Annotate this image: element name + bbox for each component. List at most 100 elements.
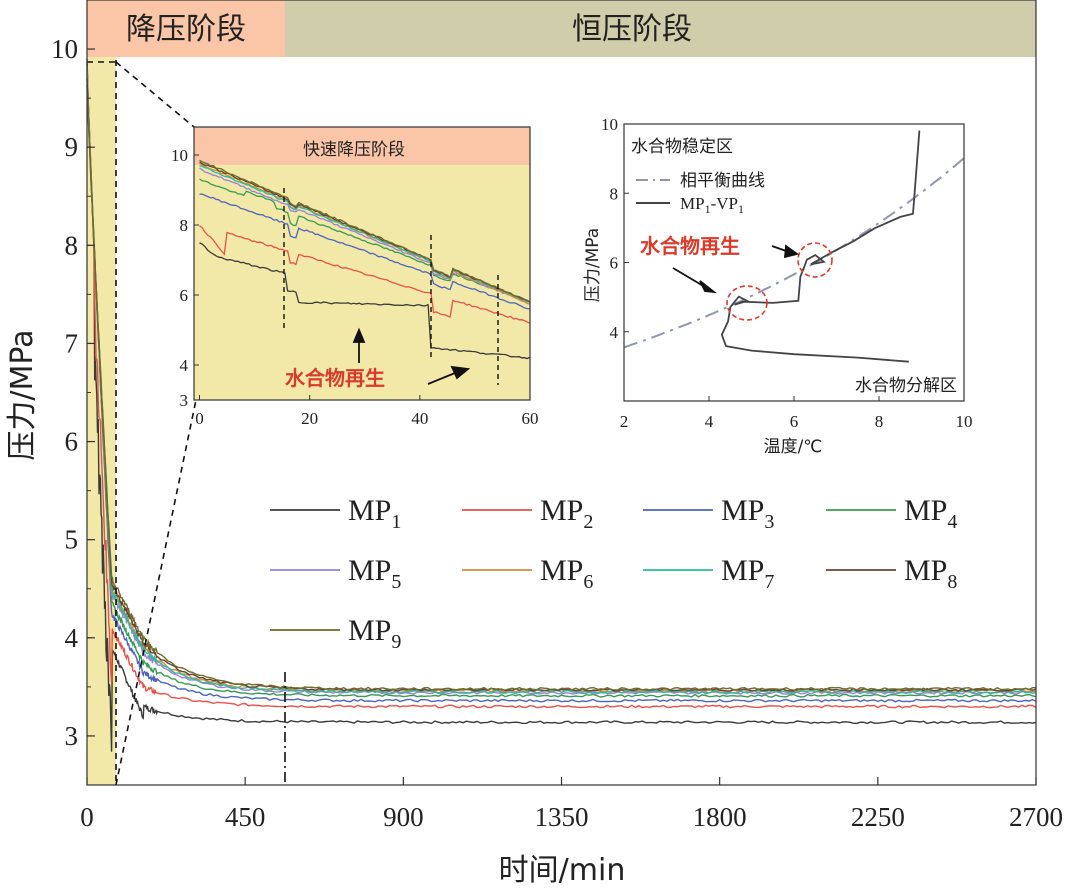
phase-const-bar bbox=[285, 0, 1036, 57]
main-xtick-label: 0 bbox=[80, 802, 94, 832]
main-ytick-label: 8 bbox=[65, 230, 79, 260]
arrow-up-head bbox=[352, 327, 366, 343]
inset-left-xtick-label: 60 bbox=[522, 409, 539, 428]
legend-label-mp3: MP3 bbox=[721, 494, 774, 533]
inset-left-title-bar bbox=[194, 127, 530, 165]
inset-right-xtick-label: 10 bbox=[956, 412, 973, 431]
inset-right-ytick-label: 4 bbox=[610, 323, 619, 342]
legend-mp-label: MP1-VP1 bbox=[680, 194, 744, 216]
phase-depress-bar bbox=[87, 0, 285, 57]
inset-left-ytick-label: 4 bbox=[180, 356, 189, 375]
legend-label-mp9: MP9 bbox=[348, 614, 401, 653]
inset-right-region-bottom: 水合物分解区 bbox=[855, 376, 957, 396]
legend-label-mp4: MP4 bbox=[904, 494, 957, 533]
inset-right-xlabel: 温度/℃ bbox=[764, 437, 823, 457]
legend-label-mp6: MP6 bbox=[540, 554, 593, 593]
inset-right-ytick-label: 6 bbox=[610, 254, 619, 273]
main-series-line-mp4 bbox=[86, 68, 1037, 698]
main-series-line-mp3 bbox=[86, 63, 1037, 703]
main-ticks: 0 450 900 1350 1800 2250 2700 3 4 5 6 7 8 9 10 bbox=[51, 34, 1063, 832]
inset-right-ytick-label: 10 bbox=[601, 115, 618, 134]
main-dashed-markers bbox=[87, 60, 286, 786]
main-ytick-label: 7 bbox=[65, 328, 79, 358]
inset-right-ytick-label: 8 bbox=[610, 184, 619, 203]
inset-left-dashes bbox=[283, 188, 499, 385]
main-xtick-label: 2250 bbox=[851, 802, 905, 832]
inset-right-series bbox=[623, 130, 965, 363]
inset-left-xtick-label: 0 bbox=[195, 409, 204, 428]
main-legend: MP1 MP2 MP3 MP4 MP5 MP6 MP7 MP8 MP9 bbox=[270, 494, 957, 653]
main-series-line-mp2 bbox=[86, 62, 1037, 709]
inset-right-ticks: 2 4 6 8 10 4 6 8 10 bbox=[601, 115, 973, 431]
dash-zoom-bottom bbox=[115, 399, 197, 786]
legend-label-mp1: MP1 bbox=[348, 494, 401, 533]
inset-left-line-mp8 bbox=[199, 161, 531, 303]
arrow-r1 bbox=[672, 267, 706, 288]
inset-right-arrows bbox=[672, 244, 800, 294]
main-series-line-mp1 bbox=[86, 58, 1037, 752]
inset-right-legend: 相平衡曲线 MP1-VP1 bbox=[636, 171, 765, 216]
inset-left-ytick-label: 8 bbox=[180, 216, 189, 235]
inset-left-title: 快速降压阶段 bbox=[303, 140, 405, 160]
inset-left-ticks: 0 20 40 60 3 4 6 8 10 bbox=[171, 146, 539, 428]
main-phase-band: 降压阶段 恒压阶段 bbox=[87, 0, 1036, 57]
main-xtick-label: 1350 bbox=[535, 802, 589, 832]
main-ytick-label: 5 bbox=[65, 525, 79, 555]
main-series-line-mp9 bbox=[86, 84, 1036, 691]
dash-zoom-top bbox=[115, 61, 195, 128]
inset-left-xtick-label: 20 bbox=[301, 409, 318, 428]
phase-const-label: 恒压阶段 bbox=[572, 12, 692, 47]
main-xtick-label: 900 bbox=[383, 802, 424, 832]
inset-right-xtick-label: 4 bbox=[705, 412, 714, 431]
main-series-line-mp8 bbox=[86, 78, 1037, 692]
phase-depress-label: 降压阶段 bbox=[126, 12, 246, 47]
inset-left-xtick-label: 40 bbox=[411, 409, 428, 428]
mp1-vp1-path bbox=[720, 130, 921, 363]
arrow-right bbox=[427, 372, 456, 385]
legend-label-mp7: MP7 bbox=[721, 554, 774, 593]
main-ytick-label: 10 bbox=[51, 34, 78, 64]
main-ylabel: 压力/MPa bbox=[5, 329, 40, 460]
inset-left-frame bbox=[193, 126, 531, 401]
arrow-r2-head bbox=[783, 244, 800, 259]
arrow-r1-head bbox=[699, 280, 718, 294]
main-ytick-label: 3 bbox=[65, 721, 79, 751]
eq-curve-line bbox=[623, 157, 965, 349]
legend-eq-label: 相平衡曲线 bbox=[680, 171, 765, 191]
legend-label-mp2: MP2 bbox=[540, 494, 593, 533]
main-xtick-label: 450 bbox=[225, 802, 266, 832]
inset-left-line-mp1 bbox=[199, 242, 531, 360]
inset-right-xtick-label: 8 bbox=[875, 412, 884, 431]
legend-label-mp5: MP5 bbox=[348, 554, 401, 593]
regen-circle-2 bbox=[797, 242, 833, 278]
inset-right-region-top: 水合物稳定区 bbox=[631, 137, 733, 157]
legend-label-mp8: MP8 bbox=[904, 554, 957, 593]
inset-left-bg bbox=[194, 127, 530, 400]
inset-left-arrows bbox=[352, 327, 471, 385]
main-series-group bbox=[86, 58, 1037, 752]
inset-right-xtick-label: 6 bbox=[790, 412, 799, 431]
main-xtick-label: 2700 bbox=[1009, 802, 1063, 832]
main-xlabel: 时间/min bbox=[499, 853, 626, 888]
inset-left-line-mp9 bbox=[199, 159, 531, 303]
inset-right-xtick-label: 2 bbox=[620, 412, 629, 431]
inset-right-bg bbox=[624, 124, 964, 401]
inset-left-line-mp3 bbox=[199, 193, 531, 310]
main-ytick-label: 6 bbox=[65, 427, 79, 457]
inset-left-ytick-label: 6 bbox=[180, 286, 189, 305]
inset-right-circles bbox=[726, 242, 833, 321]
main-ytick-label: 9 bbox=[65, 132, 79, 162]
inset-left: 快速降压阶段 0 20 40 60 3 4 6 8 10 水合物再生 bbox=[171, 126, 539, 428]
inset-left-ytick-label: 10 bbox=[171, 146, 188, 165]
regen-circle-1 bbox=[726, 285, 768, 321]
main-ytick-label: 4 bbox=[65, 623, 79, 653]
inset-left-annotation: 水合物再生 bbox=[285, 366, 385, 390]
inset-left-line-mp2 bbox=[199, 225, 531, 324]
main-xtick-label: 1800 bbox=[693, 802, 747, 832]
inset-left-ytick-label: 3 bbox=[180, 391, 189, 410]
inset-left-series bbox=[199, 159, 531, 360]
inset-right-annotation: 水合物再生 bbox=[640, 234, 740, 258]
inset-right-ylabel: 压力/MPa bbox=[583, 228, 603, 302]
